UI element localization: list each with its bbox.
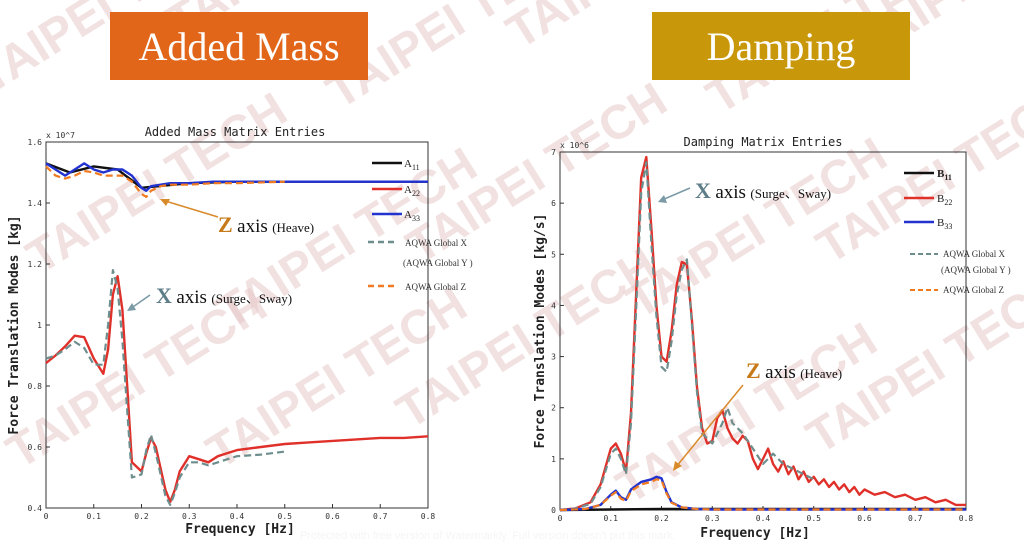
x-tick-label: 0.5 — [278, 512, 293, 521]
annotation-x-axis: X axis (Surge、Sway) — [127, 283, 292, 311]
arrow-head-icon — [160, 199, 170, 206]
x-axis-label: Frequency [Hz] — [700, 526, 810, 541]
x-tick-label: 0.4 — [756, 514, 771, 523]
arrow-head-icon — [658, 195, 667, 203]
legend-label-b11: B11 — [937, 168, 952, 182]
x-tick-label: 0.6 — [325, 512, 340, 521]
legend: B11 B22 B33 AQWA Global X (AQWA Global Y… — [904, 168, 1011, 295]
annotation-z-axis: Z axis (Heave) — [673, 358, 842, 471]
y-tick-labels: 0 1 2 3 4 5 6 7 — [551, 148, 564, 515]
x-tick-label: 0.7 — [908, 514, 923, 523]
series-line-aqwa-global-z — [559, 478, 966, 512]
series-layer — [45, 162, 429, 506]
x-tick-label: 0.6 — [857, 514, 872, 523]
chart-title: Damping Matrix Entries — [684, 135, 843, 149]
y-tick-label: 1.6 — [28, 138, 43, 147]
legend-label-aqwa-y: (AQWA Global Y ) — [941, 265, 1011, 275]
y-axis-label: Force Translation Modes [kg/s] — [533, 214, 548, 449]
legend-label-a33: A33 — [404, 209, 420, 223]
x-tick-label: 0.5 — [807, 514, 822, 523]
annotation-arrow — [661, 187, 691, 201]
footer-notice: Protected with free version of Watermark… — [300, 530, 676, 542]
legend-label-aqwa-y: (AQWA Global Y ) — [403, 258, 473, 268]
legend-label-b22: B22 — [937, 193, 952, 207]
y-tick-label: 2 — [551, 404, 556, 413]
legend-label-aqwa-z: AQWA Global Z — [943, 285, 1004, 295]
annotation-text: Z axis (Heave) — [218, 212, 314, 237]
legend: A11 A22 A33 AQWA Global X (AQWA Global Y… — [368, 158, 473, 292]
y-tick-label: 4 — [551, 301, 556, 310]
y-tick-label: 0 — [551, 506, 556, 515]
series-line-aqwa-global-x — [559, 161, 815, 512]
x-tick-label: 0.8 — [959, 514, 974, 523]
y-tick-label: 3 — [551, 353, 556, 362]
x-tick-label: 0.4 — [230, 512, 245, 521]
annotation-text: X axis (Surge、Sway) — [156, 283, 292, 308]
y-tick-label: 0.4 — [28, 504, 43, 513]
x-tick-label: 0 — [558, 514, 563, 523]
added-mass-header: Added Mass — [110, 12, 368, 80]
series-line-a22 — [45, 275, 429, 504]
y-exponent-label: x 10^7 — [46, 131, 75, 140]
series-layer — [559, 155, 966, 512]
arrow-head-icon — [127, 303, 136, 311]
y-tick-label: 1 — [37, 321, 42, 330]
legend-label-a22: A22 — [404, 184, 420, 198]
y-axis-label: Force Translation Modes [kg] — [7, 215, 22, 434]
y-tick-label: 6 — [551, 199, 556, 208]
x-tick-label: 0.1 — [604, 514, 619, 523]
series-line-b22 — [559, 155, 966, 512]
x-tick-label: 0.8 — [421, 512, 436, 521]
y-tick-label: 1.4 — [28, 199, 43, 208]
damping-header: Damping — [652, 12, 910, 80]
legend-label-a11: A11 — [404, 158, 420, 172]
annotation-x-axis: X axis (Surge、Sway) — [658, 178, 831, 203]
watermark-text: TAIPEI TECH — [18, 83, 296, 284]
y-tick-label: 0.6 — [28, 443, 43, 452]
x-tick-label: 0.2 — [654, 514, 669, 523]
x-tick-labels: 0 0.1 0.2 0.3 0.4 0.5 0.6 0.7 0.8 — [44, 504, 436, 521]
x-tick-label: 0.3 — [705, 514, 720, 523]
x-tick-label: 0.1 — [87, 512, 102, 521]
added-mass-chart: Added Mass Matrix Entries x 10^7 Force T… — [7, 125, 473, 537]
annotation-z-axis: Z axis (Heave) — [160, 199, 314, 237]
damping-chart: Damping Matrix Entries x 10^6 Force Tran… — [533, 135, 1011, 541]
annotation-text: X axis (Surge、Sway) — [695, 178, 831, 203]
y-exponent-label: x 10^6 — [560, 141, 589, 150]
legend-label-aqwa-x: AQWA Global X — [943, 249, 1005, 259]
legend-label-aqwa-x: AQWA Global X — [405, 238, 467, 248]
series-line-aqwa-global-x — [45, 269, 285, 506]
annotation-text: Z axis (Heave) — [746, 358, 842, 383]
chart-title: Added Mass Matrix Entries — [145, 125, 326, 139]
y-tick-label: 7 — [551, 148, 556, 157]
legend-label-aqwa-z: AQWA Global Z — [405, 282, 466, 292]
y-tick-label: 1.2 — [28, 260, 43, 269]
legend-label-b33: B33 — [937, 217, 952, 231]
y-tick-label: 0.8 — [28, 382, 43, 391]
y-tick-label: 5 — [551, 250, 556, 259]
x-tick-label: 0.2 — [134, 512, 149, 521]
annotation-arrow — [675, 384, 744, 468]
y-tick-label: 1 — [551, 455, 556, 464]
series-line-aqwa-global-z — [45, 165, 285, 198]
arrow-head-icon — [673, 461, 682, 471]
x-tick-label: 0 — [44, 512, 49, 521]
x-tick-label: 0.3 — [182, 512, 197, 521]
x-axis-label: Frequency [Hz] — [185, 522, 295, 537]
annotation-arrow — [161, 199, 219, 218]
x-tick-label: 0.7 — [373, 512, 388, 521]
y-tick-labels: 0.4 0.6 0.8 1 1.2 1.4 1.6 — [28, 138, 50, 513]
